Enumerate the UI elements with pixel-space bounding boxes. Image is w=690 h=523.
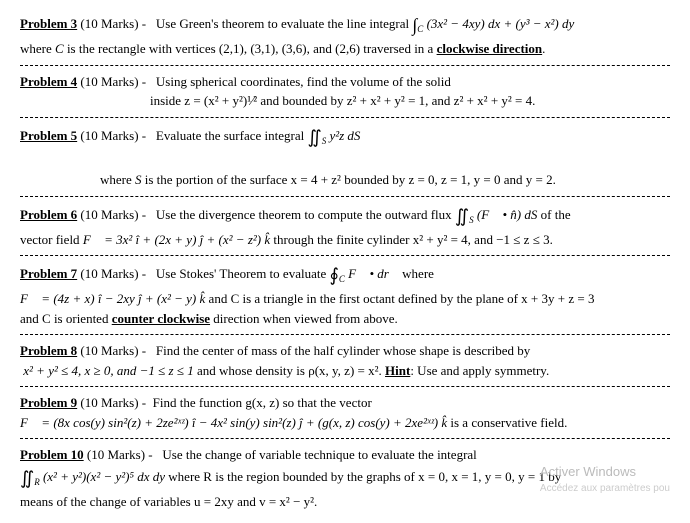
problem-7-text3: and C is a triangle in the first octant … — [209, 291, 595, 306]
problem-7: Problem 7 (10 Marks) - Use Stokes' Theor… — [20, 262, 670, 335]
problem-3-text3: is the rectangle with vertices (2,1), (3… — [67, 41, 437, 56]
problem-8-math1: x² + y² ≤ 4, x ≥ 0, and −1 ≤ z ≤ 1 — [23, 363, 194, 378]
integral-sub-s: S — [322, 136, 327, 146]
problem-8-header: Problem 8 — [20, 343, 77, 358]
problem-5: Problem 5 (10 Marks) - Evaluate the surf… — [20, 124, 670, 197]
double-integral-icon: ∬ — [307, 127, 321, 147]
integral-sub-c: C — [339, 274, 345, 284]
problem-7-marks: (10 Marks) - — [80, 266, 146, 281]
problem-9: Problem 9 (10 Marks) - Find the function… — [20, 393, 670, 439]
problem-6-math1: (F⃗ • n̂) dS — [477, 207, 538, 222]
problem-9-text1: Find the function g(x, z) so that the ve… — [153, 395, 372, 410]
problem-5-math1: y²z dS — [329, 128, 360, 143]
problem-9-marks: (10 Marks) - — [80, 395, 146, 410]
problem-4-text1: Using spherical coordinates, find the vo… — [156, 74, 451, 89]
integral-sub-r: R — [34, 477, 40, 487]
problem-7-text1: Use Stokes' Theorem to evaluate — [156, 266, 330, 281]
problem-8: Problem 8 (10 Marks) - Find the center o… — [20, 341, 670, 387]
problem-7-text4: and C is oriented — [20, 311, 112, 326]
problem-5-header: Problem 5 — [20, 128, 77, 143]
problem-8-text2: and whose density is ρ(x, y, z) = x². — [197, 363, 385, 378]
problem-6-text3: vector field — [20, 232, 83, 247]
problem-10-text3: means of the change of variables u = 2xy… — [20, 494, 317, 509]
problem-5-marks: (10 Marks) - — [80, 128, 146, 143]
problem-7-math1: F⃗ • dr⃗ — [348, 266, 399, 281]
problem-4-marks: (10 Marks) - — [80, 74, 146, 89]
double-integral-icon: ∬ — [20, 468, 34, 488]
problem-8-text1: Find the center of mass of the half cyli… — [156, 343, 530, 358]
problem-10-text2: where R is the region bounded by the gra… — [168, 469, 561, 484]
problem-3-header: Problem 3 — [20, 16, 77, 31]
problem-6-text1: Use the divergence theorem to compute th… — [156, 207, 452, 222]
problem-6-text4: through the finite cylinder x² + y² = 4,… — [273, 232, 552, 247]
problem-3-math1: (3x² − 4xy) dx + (y³ − x²) dy — [427, 16, 575, 31]
problem-5-text2: where — [100, 172, 135, 187]
problem-6-text2: of the — [541, 207, 571, 222]
problem-8-bold: Hint — [385, 363, 410, 378]
problem-3-marks: (10 Marks) - — [80, 16, 146, 31]
problem-10-header: Problem 10 — [20, 447, 84, 462]
problem-10-math1: (x² + y²)(x² − y²)⁵ dx dy — [43, 469, 165, 484]
problem-9-header: Problem 9 — [20, 395, 77, 410]
problem-9-text2: is a conservative field. — [450, 415, 567, 430]
problem-3-text1: Use Green's theorem to evaluate the line… — [156, 16, 412, 31]
problem-4: Problem 4 (10 Marks) - Using spherical c… — [20, 72, 670, 118]
problem-4-text2: inside z = (x² + y²)¹⁄² and bounded by z… — [150, 93, 535, 108]
problem-8-text3: : Use and apply symmetry. — [410, 363, 549, 378]
problem-7-bold: counter clockwise — [112, 311, 210, 326]
problem-3-text4: . — [542, 41, 545, 56]
problem-10-marks: (10 Marks) - — [87, 447, 153, 462]
problem-7-text2: where — [402, 266, 434, 281]
problem-6-marks: (10 Marks) - — [80, 207, 146, 222]
problem-10: Problem 10 (10 Marks) - Use the change o… — [20, 445, 670, 511]
contour-integral-icon: ∮ — [329, 265, 338, 285]
problem-8-marks: (10 Marks) - — [80, 343, 146, 358]
integral-sub: C — [417, 24, 423, 34]
problem-7-text5: direction when viewed from above. — [213, 311, 397, 326]
problem-6-math2: F⃗ = 3x² î + (2x + y) ĵ + (x² − z²) k̂ — [83, 232, 270, 247]
problem-7-header: Problem 7 — [20, 266, 77, 281]
problem-6-header: Problem 6 — [20, 207, 77, 222]
problem-3-math2: C — [55, 41, 64, 56]
problem-3: Problem 3 (10 Marks) - Use Green's theor… — [20, 12, 670, 66]
problem-5-math2: S — [135, 172, 142, 187]
problem-4-header: Problem 4 — [20, 74, 77, 89]
problem-3-bold: clockwise direction — [437, 41, 543, 56]
problem-9-math1: F⃗ = (8x cos(y) sin²(z) + 2ze²ˣᶻ) î − 4x… — [20, 415, 447, 430]
problem-10-text1: Use the change of variable technique to … — [162, 447, 476, 462]
problem-6: Problem 6 (10 Marks) - Use the divergenc… — [20, 203, 670, 257]
problem-5-text3: is the portion of the surface x = 4 + z²… — [145, 172, 556, 187]
integral-sub-s2: S — [469, 215, 474, 225]
problem-7-math2: F⃗ = (4z + x) î − 2xy ĵ + (x² − y) k̂ — [20, 291, 205, 306]
problem-5-text1: Evaluate the surface integral — [156, 128, 308, 143]
double-integral-icon: ∬ — [455, 206, 469, 226]
problem-3-text2: where — [20, 41, 55, 56]
